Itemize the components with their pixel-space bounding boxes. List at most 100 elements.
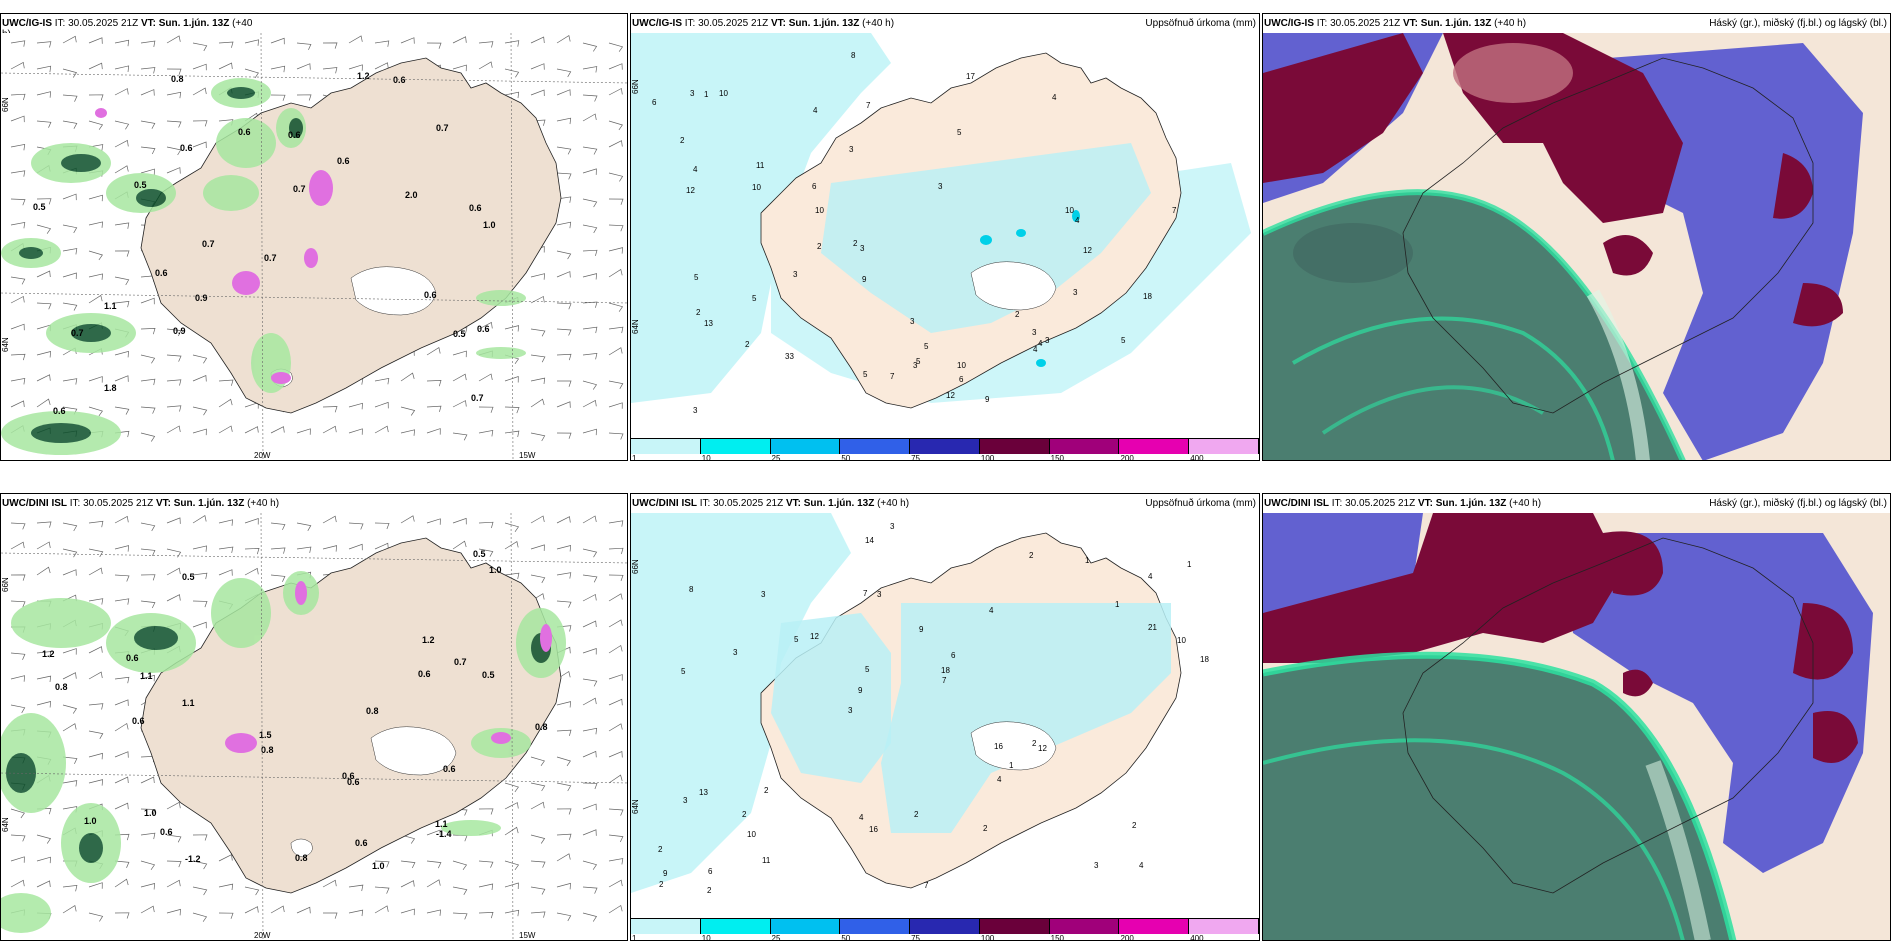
value-label: 3 bbox=[910, 317, 915, 326]
wind-barb bbox=[244, 548, 260, 555]
value-label: 3 bbox=[913, 361, 918, 370]
value-label: 0.6 bbox=[477, 324, 490, 334]
wind-barb bbox=[504, 802, 519, 810]
wind-barb bbox=[140, 354, 156, 364]
panel-title: UWC/DINI ISL IT: 30.05.2025 21Z VT: Sun.… bbox=[2, 498, 280, 509]
value-label: 7 bbox=[890, 372, 895, 381]
wind-barb bbox=[557, 380, 572, 387]
value-label: 4 bbox=[859, 813, 864, 822]
value-label: 0.6 bbox=[238, 127, 251, 137]
wind-barb bbox=[88, 144, 104, 151]
wind-barb bbox=[582, 113, 597, 122]
wind-barb bbox=[556, 782, 572, 792]
value-label: 2 bbox=[659, 880, 664, 889]
wind-barb bbox=[582, 42, 598, 52]
wind-barb bbox=[504, 541, 519, 550]
wind-barb bbox=[114, 250, 130, 257]
wind-barb bbox=[88, 598, 104, 605]
wind-barb bbox=[556, 35, 571, 44]
wind-barb bbox=[556, 853, 571, 862]
value-label: 0.7 bbox=[436, 123, 449, 133]
value-label: 7 bbox=[924, 881, 929, 890]
value-label: 13 bbox=[704, 319, 713, 328]
value-label: 9 bbox=[919, 625, 924, 634]
wind-barb bbox=[582, 515, 597, 524]
wind-barb bbox=[88, 294, 103, 304]
wind-barb bbox=[348, 35, 363, 44]
value-label: 3 bbox=[1073, 288, 1078, 297]
value-label: 3 bbox=[690, 89, 695, 98]
wind-barb bbox=[218, 912, 234, 919]
wind-barb bbox=[530, 834, 546, 844]
wind-barb bbox=[348, 402, 363, 410]
panel-dini-clouds: UWC/DINI ISL IT: 30.05.2025 21Z VT: Sun.… bbox=[1262, 493, 1891, 941]
value-label: 1.1 bbox=[104, 301, 117, 311]
wind-barb bbox=[62, 378, 78, 385]
value-label: 0.7 bbox=[293, 184, 306, 194]
wind-barb bbox=[426, 347, 441, 356]
value-label: 1 bbox=[1009, 761, 1014, 770]
value-label: 2 bbox=[1015, 310, 1020, 319]
lat-label-66n: 66N bbox=[631, 79, 640, 94]
wind-barb bbox=[270, 65, 286, 73]
wind-barb bbox=[374, 860, 390, 868]
wind-barb bbox=[192, 600, 208, 608]
field-title: Háský (gr.), miðský (fj.bl.) og lágský (… bbox=[1709, 498, 1887, 509]
wind-barb bbox=[374, 377, 390, 385]
wind-barb bbox=[36, 856, 51, 864]
wind-barb bbox=[62, 905, 77, 914]
wind-barb bbox=[10, 704, 26, 714]
wind-barb bbox=[10, 834, 26, 842]
wind-barb bbox=[556, 117, 572, 125]
value-label: 1.0 bbox=[483, 220, 496, 230]
wind-barb bbox=[10, 808, 25, 819]
wind-barb bbox=[140, 67, 156, 74]
wind-barb bbox=[36, 541, 51, 550]
wind-barb bbox=[10, 353, 26, 361]
wind-barb bbox=[608, 432, 624, 440]
value-label: 2 bbox=[817, 242, 822, 251]
wind-barb bbox=[10, 295, 25, 304]
wind-barb bbox=[192, 141, 207, 149]
value-label: 4 bbox=[1033, 345, 1038, 354]
wind-barb bbox=[62, 522, 78, 532]
colorbar-tick-label: 100 bbox=[980, 934, 995, 941]
colorbar-swatch bbox=[770, 918, 841, 934]
wind-barb bbox=[322, 42, 338, 49]
wind-barb bbox=[244, 886, 260, 896]
value-label: 4 bbox=[693, 165, 698, 174]
colorbar-swatch bbox=[910, 918, 980, 934]
wind-barb bbox=[166, 354, 182, 362]
wind-barb bbox=[62, 224, 78, 234]
wind-barb bbox=[556, 68, 572, 78]
value-label: 9 bbox=[862, 275, 867, 284]
value-label: 1.1 bbox=[435, 819, 448, 829]
panel-title: UWC/DINI ISL IT: 30.05.2025 21Z VT: Sun.… bbox=[1264, 498, 1542, 509]
value-label: 33 bbox=[785, 352, 794, 361]
wind-barb bbox=[608, 302, 624, 312]
value-label: 3 bbox=[890, 522, 895, 531]
wind-barb bbox=[582, 548, 598, 558]
wind-barb bbox=[140, 860, 156, 871]
wind-barb bbox=[218, 62, 233, 70]
wind-barb bbox=[608, 198, 624, 205]
wind-barb bbox=[36, 398, 51, 408]
value-label: 9 bbox=[858, 686, 863, 695]
value-label: 5 bbox=[694, 273, 699, 282]
wind-barb bbox=[556, 545, 571, 552]
wind-barb bbox=[608, 380, 624, 389]
wind-barb bbox=[36, 834, 52, 844]
value-label: 18 bbox=[941, 666, 950, 675]
wind-barb bbox=[556, 701, 571, 708]
wind-barb bbox=[582, 224, 598, 234]
wind-barb bbox=[582, 803, 597, 811]
wind-barb bbox=[608, 674, 623, 681]
value-label: 2 bbox=[707, 886, 712, 895]
value-label: 10 bbox=[815, 206, 824, 215]
colorbar-tick-label: 200 bbox=[1120, 934, 1134, 941]
wind-barb bbox=[140, 146, 156, 155]
wind-barb bbox=[36, 65, 52, 73]
wind-barb bbox=[218, 41, 234, 48]
wind-barb bbox=[218, 569, 233, 576]
wind-barb bbox=[296, 428, 311, 435]
